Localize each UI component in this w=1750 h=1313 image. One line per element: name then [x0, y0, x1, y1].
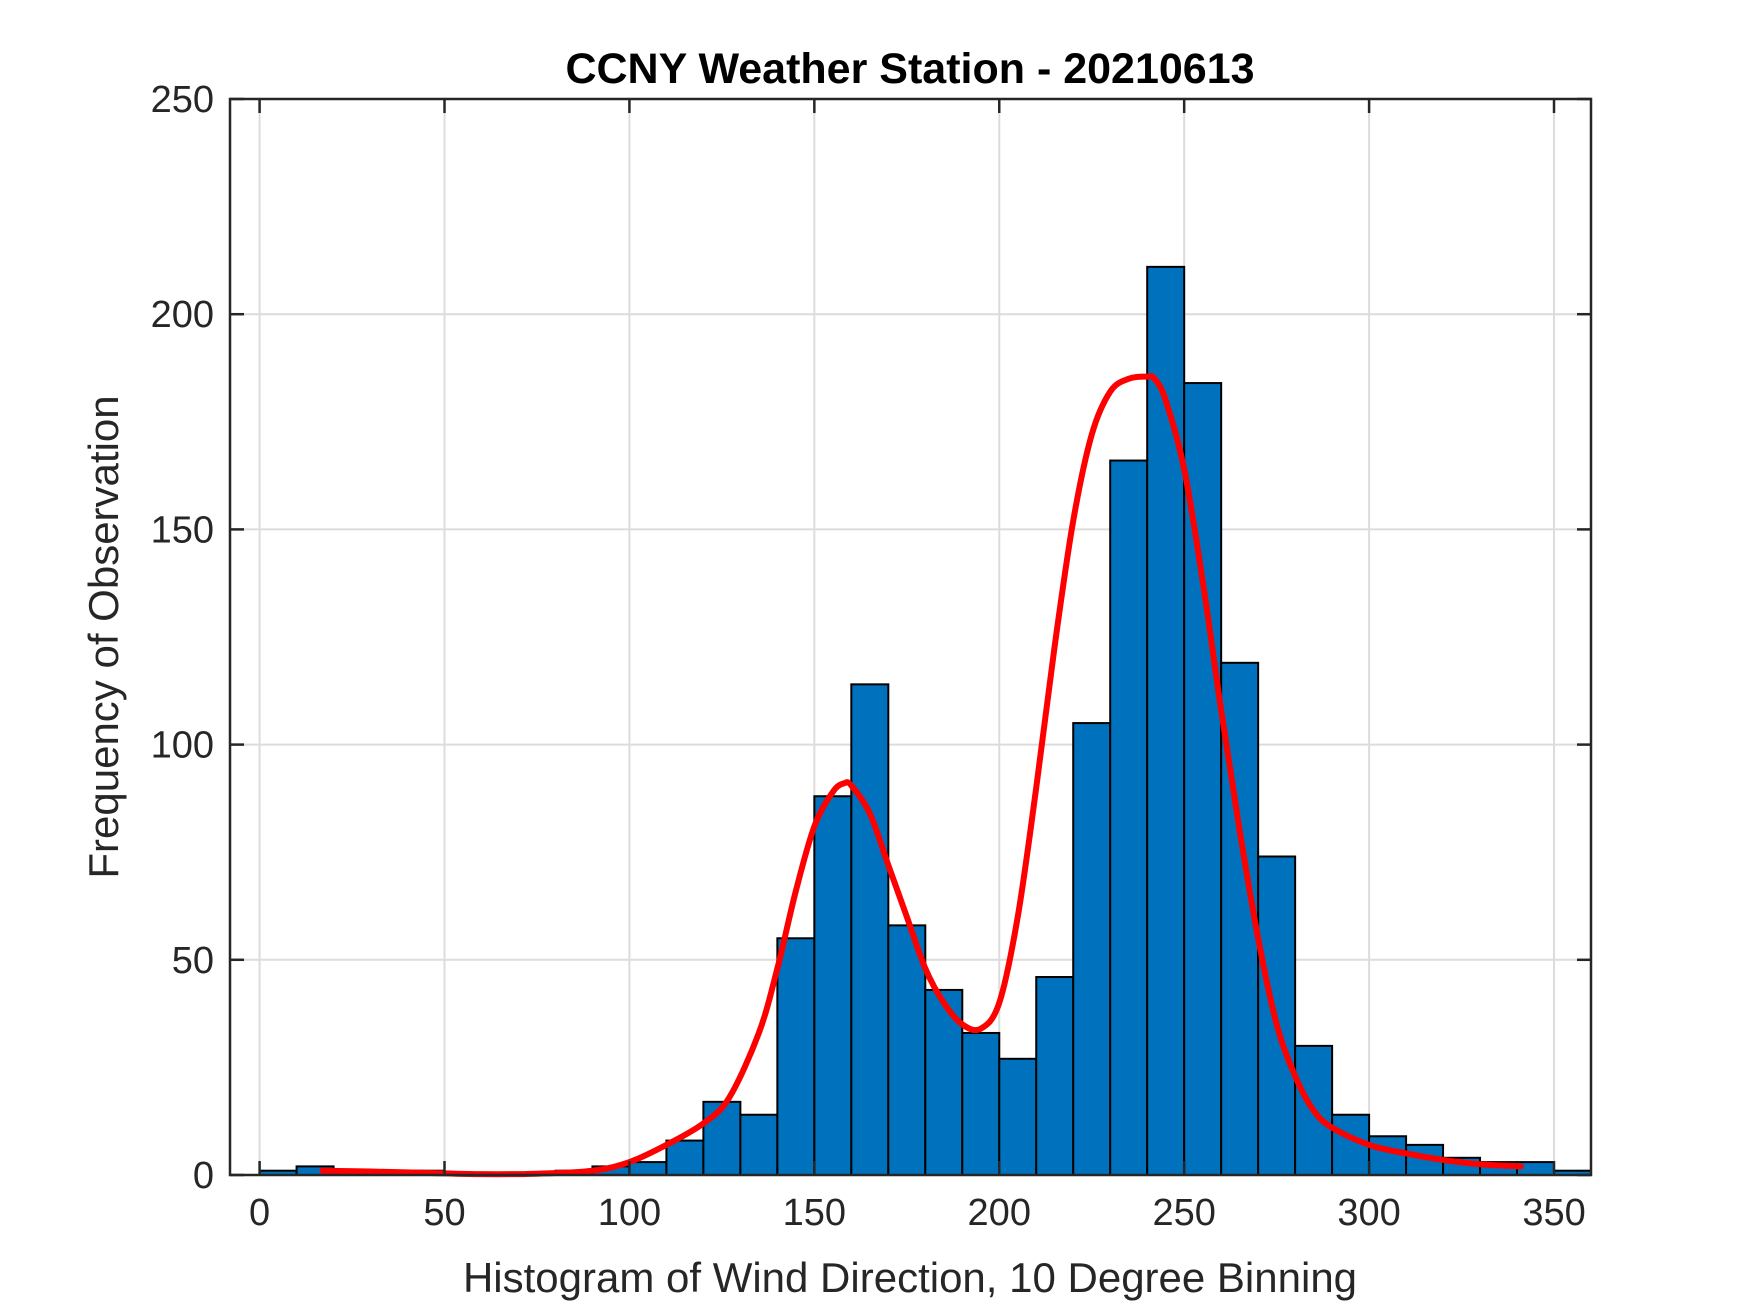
histogram-bar-220: [1072, 722, 1112, 1177]
y-tick-label-200: 200: [151, 294, 214, 336]
x-tick-label-0: 0: [249, 1192, 270, 1234]
chart-title: CCNY Weather Station - 20210613: [565, 45, 1254, 93]
axes-box: [228, 97, 1593, 1177]
histogram-bar-200: [998, 1057, 1038, 1176]
histogram-bar-170: [887, 924, 927, 1176]
histogram-bar-110: [665, 1139, 705, 1176]
histogram-bar-230: [1109, 459, 1149, 1176]
y-tick-label-100: 100: [151, 725, 214, 767]
histogram-bar-130: [739, 1113, 779, 1177]
histogram-bar-280: [1294, 1044, 1334, 1176]
histogram-bar-100: [628, 1161, 668, 1177]
y-axis-label: Frequency of Observation: [80, 395, 127, 878]
histogram-bar-150: [813, 795, 853, 1176]
y-tick-label-50: 50: [172, 940, 214, 982]
histogram-bar-300: [1368, 1135, 1408, 1177]
x-tick-label-350: 350: [1522, 1192, 1585, 1234]
axes: [228, 97, 1593, 1177]
histogram-bar-120: [702, 1100, 742, 1177]
x-tick-label-200: 200: [968, 1192, 1031, 1234]
fit-curve-layer: [319, 373, 1524, 1178]
histogram-bar-140: [776, 937, 816, 1177]
x-tick-label-250: 250: [1152, 1192, 1215, 1234]
histogram-bars: [258, 265, 1593, 1177]
x-tick-label-100: 100: [598, 1192, 661, 1234]
y-tick-label-250: 250: [151, 79, 214, 121]
y-tick-label-0: 0: [193, 1155, 214, 1197]
x-tick-label-150: 150: [783, 1192, 846, 1234]
histogram-bar-160: [850, 683, 890, 1176]
tick-labels: 0 50 100 150 200 250 300 350 0 50 100 150 200 250: [151, 79, 1586, 1234]
x-tick-label-300: 300: [1337, 1192, 1400, 1234]
fit-curve-line: [319, 373, 1524, 1178]
histogram-bar-190: [961, 1031, 1001, 1177]
x-tick-label-50: 50: [423, 1192, 465, 1234]
histogram-bar-210: [1035, 976, 1075, 1176]
y-tick-label-150: 150: [151, 509, 214, 551]
x-axis-label: Histogram of Wind Direction, 10 Degree B…: [463, 1254, 1357, 1301]
histogram-bar-240: [1146, 265, 1186, 1176]
